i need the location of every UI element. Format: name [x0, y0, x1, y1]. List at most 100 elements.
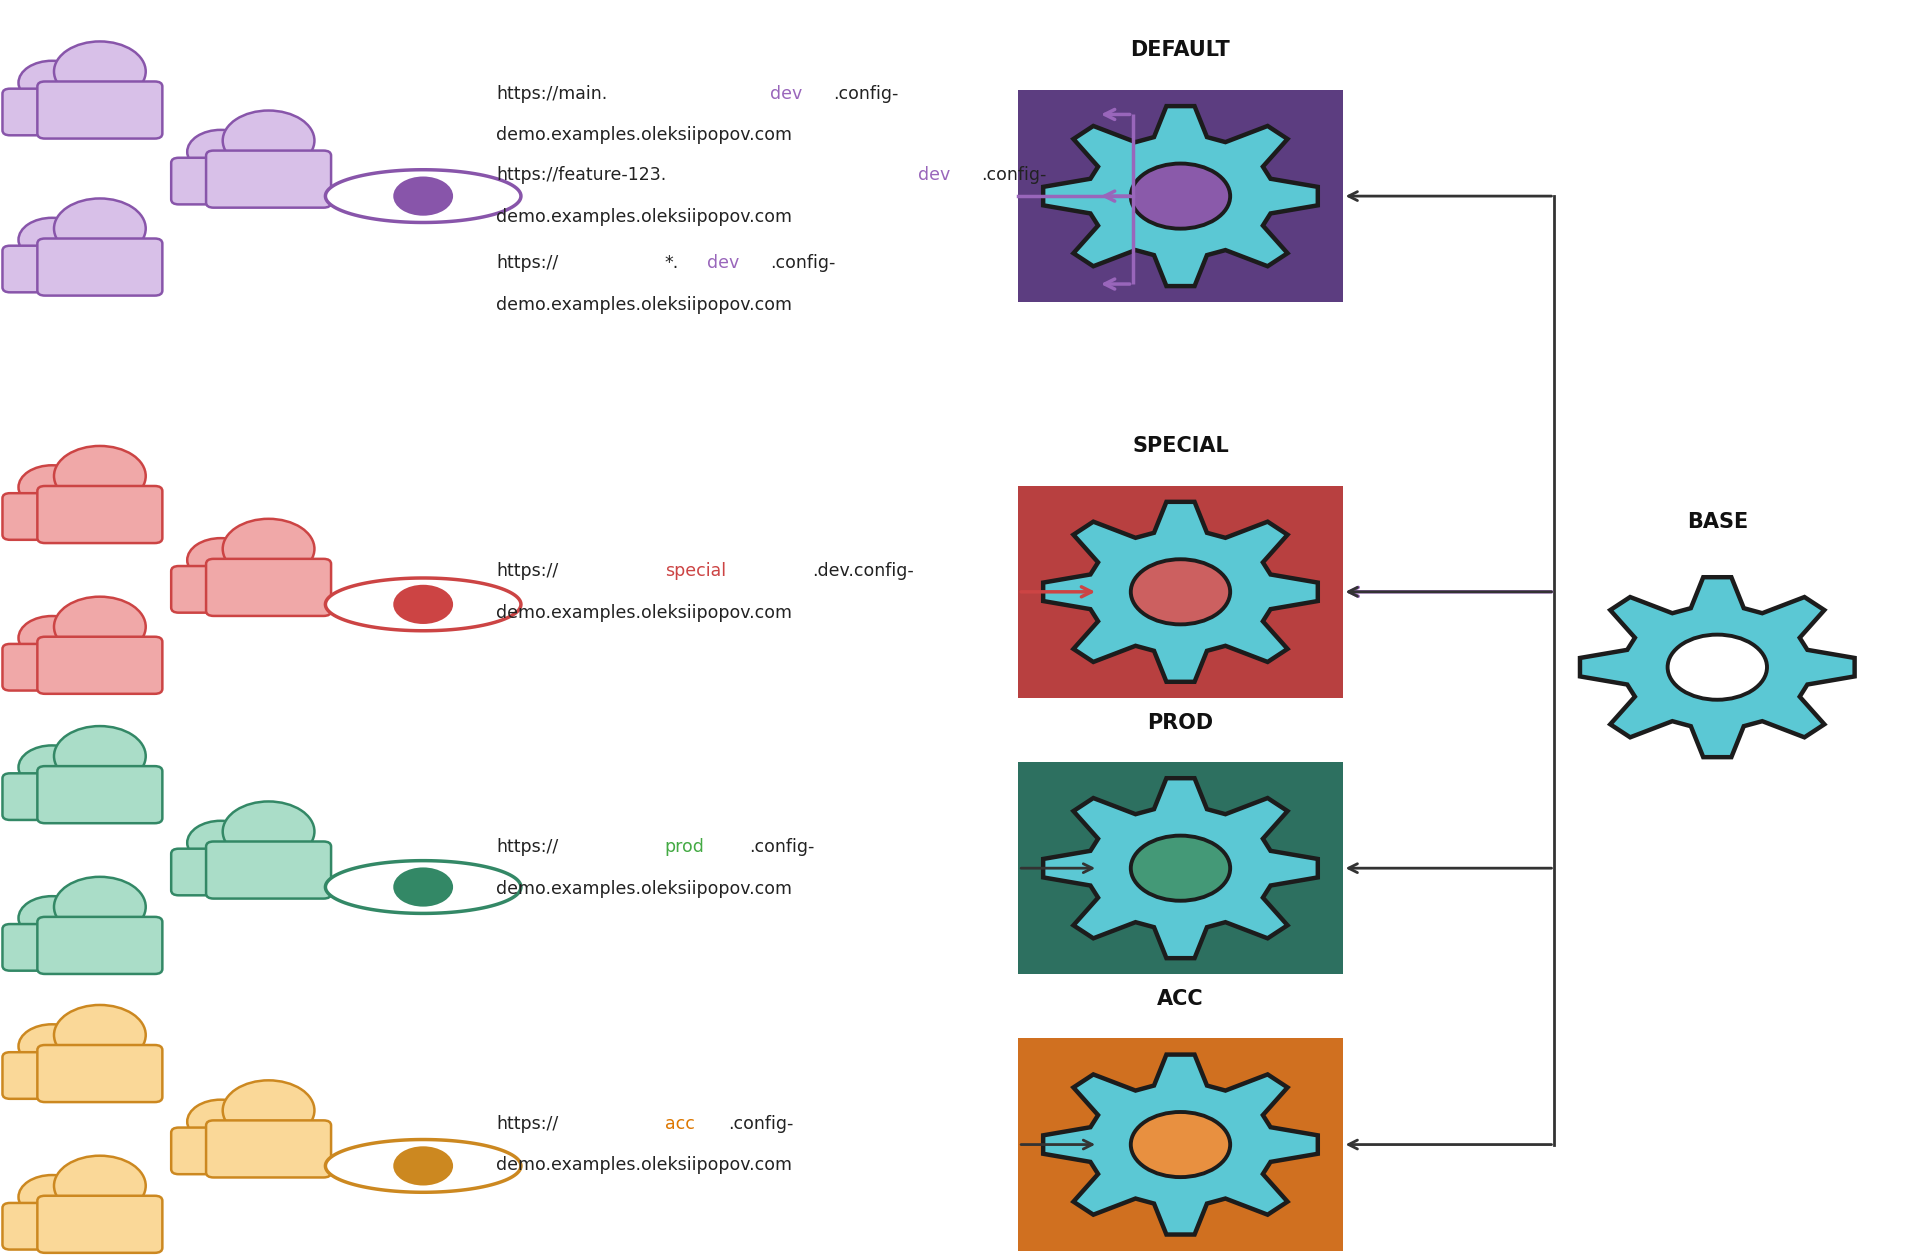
Circle shape — [188, 1099, 253, 1143]
Circle shape — [188, 130, 253, 174]
Text: demo.examples.oleksiipopov.com: demo.examples.oleksiipopov.com — [495, 296, 793, 313]
Text: dev: dev — [918, 166, 950, 184]
Circle shape — [223, 1080, 315, 1141]
Circle shape — [19, 896, 86, 940]
Text: demo.examples.oleksiipopov.com: demo.examples.oleksiipopov.com — [495, 1156, 793, 1175]
Circle shape — [1131, 164, 1231, 229]
Text: https://: https:// — [495, 562, 559, 580]
Text: .config-: .config- — [770, 254, 835, 272]
Polygon shape — [324, 861, 520, 913]
Polygon shape — [1043, 778, 1317, 958]
Circle shape — [394, 176, 453, 215]
Circle shape — [188, 821, 253, 865]
Circle shape — [54, 199, 146, 258]
FancyBboxPatch shape — [2, 924, 102, 971]
Circle shape — [19, 1025, 86, 1068]
Circle shape — [1131, 559, 1231, 624]
Text: .dev.config-: .dev.config- — [812, 562, 914, 580]
FancyBboxPatch shape — [36, 238, 163, 296]
Text: PROD: PROD — [1148, 713, 1213, 733]
Circle shape — [54, 876, 146, 937]
FancyBboxPatch shape — [171, 157, 271, 204]
Text: .config-: .config- — [749, 838, 814, 856]
FancyBboxPatch shape — [205, 841, 330, 899]
Text: https://: https:// — [495, 838, 559, 856]
Circle shape — [19, 1175, 86, 1219]
Text: demo.examples.oleksiipopov.com: demo.examples.oleksiipopov.com — [495, 208, 793, 225]
Circle shape — [19, 616, 86, 660]
Polygon shape — [1580, 577, 1855, 757]
Polygon shape — [324, 170, 520, 223]
Bar — [1018, 89, 1342, 302]
Circle shape — [223, 519, 315, 579]
Polygon shape — [1043, 502, 1317, 682]
FancyBboxPatch shape — [205, 151, 330, 208]
Text: special: special — [664, 562, 726, 580]
Circle shape — [188, 538, 253, 582]
Polygon shape — [324, 1139, 520, 1192]
Text: dev: dev — [770, 84, 803, 103]
FancyBboxPatch shape — [36, 486, 163, 543]
Circle shape — [1131, 836, 1231, 900]
FancyBboxPatch shape — [205, 1121, 330, 1177]
Circle shape — [19, 218, 86, 262]
Text: prod: prod — [664, 838, 705, 856]
Text: https://feature-123.: https://feature-123. — [495, 166, 666, 184]
Text: .config-: .config- — [728, 1114, 793, 1133]
Circle shape — [394, 584, 453, 624]
Circle shape — [1131, 1112, 1231, 1177]
FancyBboxPatch shape — [2, 773, 102, 820]
Polygon shape — [1043, 106, 1317, 286]
FancyBboxPatch shape — [205, 559, 330, 616]
FancyBboxPatch shape — [36, 82, 163, 138]
FancyBboxPatch shape — [36, 1045, 163, 1102]
Text: *.: *. — [664, 254, 680, 272]
Text: SPECIAL: SPECIAL — [1133, 436, 1229, 456]
Circle shape — [19, 466, 86, 509]
FancyBboxPatch shape — [171, 849, 271, 895]
Text: .config-: .config- — [833, 84, 899, 103]
Circle shape — [394, 867, 453, 906]
FancyBboxPatch shape — [2, 643, 102, 690]
Polygon shape — [1043, 1055, 1317, 1235]
FancyBboxPatch shape — [2, 1053, 102, 1099]
Polygon shape — [324, 578, 520, 631]
Circle shape — [54, 42, 146, 102]
Circle shape — [394, 1146, 453, 1186]
FancyBboxPatch shape — [2, 88, 102, 135]
Circle shape — [54, 1156, 146, 1216]
FancyBboxPatch shape — [36, 1196, 163, 1253]
FancyBboxPatch shape — [171, 567, 271, 613]
FancyBboxPatch shape — [36, 637, 163, 694]
Circle shape — [223, 802, 315, 861]
Text: BASE: BASE — [1686, 511, 1747, 531]
FancyBboxPatch shape — [36, 917, 163, 974]
FancyBboxPatch shape — [171, 1128, 271, 1175]
FancyBboxPatch shape — [2, 494, 102, 540]
Text: https://: https:// — [495, 254, 559, 272]
Circle shape — [223, 111, 315, 171]
Text: DEFAULT: DEFAULT — [1131, 40, 1231, 60]
Circle shape — [54, 726, 146, 786]
Circle shape — [54, 597, 146, 657]
Circle shape — [1668, 635, 1766, 700]
Text: demo.examples.oleksiipopov.com: demo.examples.oleksiipopov.com — [495, 603, 793, 622]
Bar — [1018, 1039, 1342, 1251]
Circle shape — [19, 745, 86, 789]
Circle shape — [54, 1005, 146, 1065]
Circle shape — [19, 60, 86, 104]
FancyBboxPatch shape — [2, 1202, 102, 1250]
Text: https://: https:// — [495, 1114, 559, 1133]
Text: ACC: ACC — [1158, 988, 1204, 1008]
Text: .config-: .config- — [981, 166, 1046, 184]
Bar — [1018, 762, 1342, 974]
Text: https://main.: https://main. — [495, 84, 607, 103]
FancyBboxPatch shape — [36, 767, 163, 823]
Circle shape — [54, 446, 146, 506]
Text: dev: dev — [707, 254, 739, 272]
Text: acc: acc — [664, 1114, 695, 1133]
Bar — [1018, 486, 1342, 697]
Text: demo.examples.oleksiipopov.com: demo.examples.oleksiipopov.com — [495, 126, 793, 145]
Text: demo.examples.oleksiipopov.com: demo.examples.oleksiipopov.com — [495, 880, 793, 898]
FancyBboxPatch shape — [2, 246, 102, 292]
